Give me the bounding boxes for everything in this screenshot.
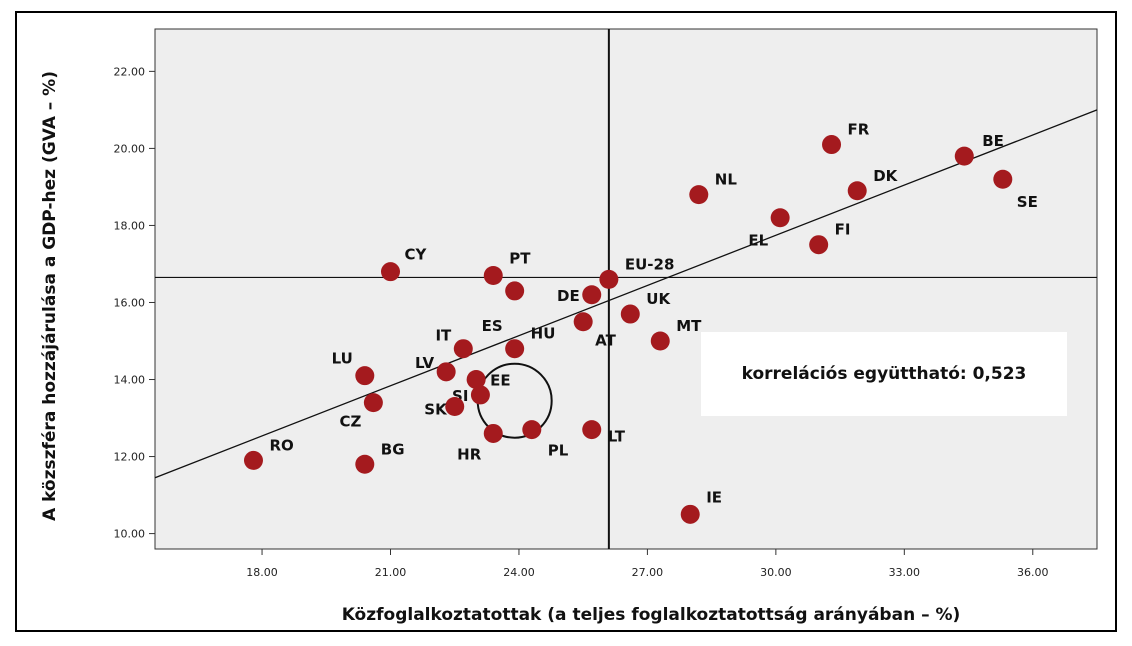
point-label-be: BE: [982, 132, 1004, 150]
point-label-sk: SK: [424, 400, 448, 418]
point-ee: [466, 370, 486, 390]
point-uk: [620, 304, 640, 324]
point-label-dk: DK: [873, 167, 898, 185]
point-label-cy: CY: [405, 246, 428, 264]
point-label-se: SE: [1017, 193, 1038, 211]
point-label-at: AT: [595, 332, 616, 350]
point-label-nl: NL: [715, 171, 738, 189]
point-it: [453, 339, 473, 359]
point-label-uk: UK: [646, 290, 671, 308]
point-label-lu: LU: [332, 350, 353, 368]
point-se: [993, 169, 1013, 189]
point-lt: [582, 420, 602, 440]
point-el: [770, 208, 790, 228]
point-cz: [363, 393, 383, 413]
point-dk: [847, 181, 867, 201]
x-axis-title: Közfoglalkoztatottak (a teljes foglalkoz…: [342, 605, 961, 625]
point-de: [582, 285, 602, 305]
point-lv: [436, 362, 456, 382]
point-be: [954, 146, 974, 166]
point-label-hu: HU: [531, 325, 556, 343]
y-axis-title: A közszféra hozzájárulása a GDP-hez (GVA…: [40, 71, 60, 521]
y-tick-label: 18.00: [114, 219, 146, 232]
point-label-hr: HR: [457, 445, 482, 463]
point-lu: [355, 366, 375, 386]
point-label-lv: LV: [415, 354, 434, 372]
point-label-es: ES: [482, 317, 503, 335]
y-tick-label: 20.00: [114, 142, 146, 155]
regression-line: [154, 109, 1098, 479]
x-tick-label: 33.00: [889, 566, 921, 579]
point-ro: [243, 450, 263, 470]
point-label-ie: IE: [706, 488, 722, 506]
point-hr: [483, 423, 503, 443]
point-pl: [522, 420, 542, 440]
point-label-mt: MT: [676, 317, 702, 335]
point-hu: [505, 339, 525, 359]
point-sk: [445, 396, 465, 416]
point-ie: [680, 504, 700, 524]
point-mt: [650, 331, 670, 351]
point-fi: [809, 235, 829, 255]
point-label-lt: LT: [608, 428, 626, 446]
point-label-pt: PT: [509, 250, 531, 268]
correlation-annotation: korrelációs együttható: 0,523: [701, 332, 1067, 416]
figure-frame: [15, 11, 1117, 632]
x-tick-label: 36.00: [1017, 566, 1049, 579]
point-si: [470, 385, 490, 405]
point-eu-28: [599, 269, 619, 289]
plot-area: [154, 28, 1098, 550]
x-tick-label: 30.00: [760, 566, 792, 579]
point-label-bg: BG: [381, 440, 405, 458]
point-bg: [355, 454, 375, 474]
point-label-ee: EE: [490, 372, 511, 390]
point-label-it: IT: [435, 327, 452, 345]
point-label-de: DE: [557, 287, 580, 305]
x-tick-label: 21.00: [375, 566, 407, 579]
point-label-eu-28: EU-28: [625, 255, 675, 273]
y-tick-label: 14.00: [114, 374, 146, 387]
y-tick-label: 10.00: [114, 528, 146, 541]
point-cy: [381, 262, 400, 282]
x-tick-label: 27.00: [632, 566, 664, 579]
point-es: [505, 281, 525, 301]
y-tick-label: 16.00: [114, 296, 146, 309]
point-label-el: EL: [748, 232, 768, 250]
point-label-fr: FR: [848, 121, 870, 139]
point-label-ro: RO: [269, 436, 293, 454]
y-tick-label: 12.00: [114, 451, 146, 464]
point-at: [573, 312, 593, 332]
point-pt: [483, 266, 503, 286]
point-label-cz: CZ: [339, 413, 361, 431]
x-tick-label: 24.00: [503, 566, 535, 579]
x-tick-label: 18.00: [246, 566, 278, 579]
y-tick-label: 22.00: [114, 65, 146, 78]
point-fr: [822, 135, 842, 155]
point-label-pl: PL: [548, 442, 569, 460]
point-nl: [689, 185, 709, 205]
point-label-fi: FI: [835, 221, 851, 239]
